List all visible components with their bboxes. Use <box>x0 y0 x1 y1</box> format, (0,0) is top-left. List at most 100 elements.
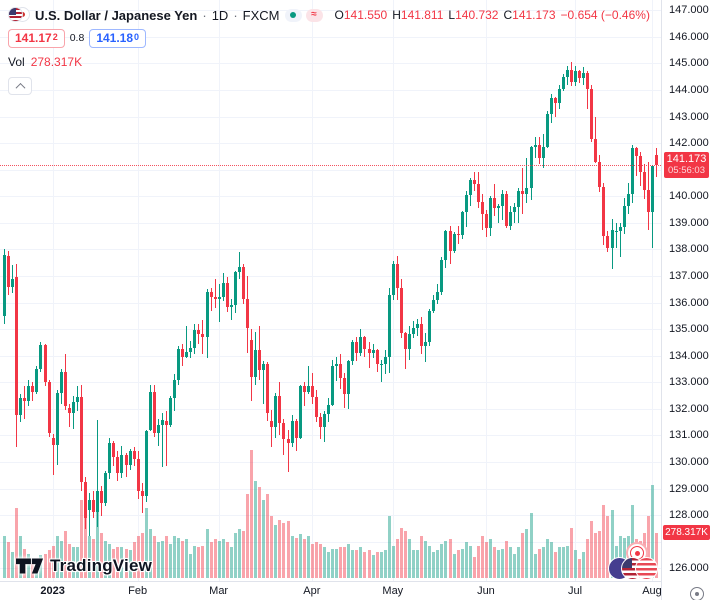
candle-wick <box>263 361 265 404</box>
candle-body <box>642 172 646 190</box>
volume-bar <box>128 550 132 578</box>
candle-body <box>84 481 87 518</box>
time-tick-label: Feb <box>128 585 148 597</box>
delayed-data-icon[interactable]: ≈ <box>305 8 323 22</box>
separator: · <box>202 7 207 23</box>
candle-body <box>565 70 569 77</box>
horizontal-gridline <box>0 355 661 357</box>
vertical-gridline <box>652 0 653 581</box>
tradingview-logo-icon <box>16 558 44 574</box>
sell-bid-button[interactable]: 141.17 2 <box>8 28 65 48</box>
axis-settings-icon[interactable] <box>690 587 704 600</box>
market-open-status-icon[interactable] <box>284 8 302 22</box>
tradingview-logo[interactable]: TradingView <box>16 556 152 576</box>
bid-pip: 2 <box>52 31 58 42</box>
candle-body <box>464 194 468 213</box>
candle-body <box>590 88 594 140</box>
time-axis[interactable]: 2023 Feb Mar Apr May Jun Jul Aug <box>0 581 662 600</box>
candle-body <box>185 351 189 358</box>
candle-body <box>193 330 197 348</box>
volume-bar <box>197 547 201 578</box>
candle-body <box>233 272 237 306</box>
volume-bar <box>108 543 112 578</box>
candle-body <box>318 416 322 428</box>
candle-body <box>574 71 578 83</box>
candle-body <box>266 363 270 413</box>
candle-body <box>432 299 436 311</box>
volume-bar <box>246 493 249 578</box>
volume-bar <box>274 524 278 578</box>
interval-label[interactable]: 1D <box>211 7 229 23</box>
candle-body <box>335 363 339 367</box>
candle-body <box>254 350 258 377</box>
price-tick-label: 142.000 <box>669 137 709 150</box>
horizontal-gridline <box>0 196 661 198</box>
candle-body <box>120 455 124 473</box>
open-value: 141.550 <box>343 8 388 22</box>
volume-bar <box>525 529 529 578</box>
candle-body <box>533 144 537 148</box>
ask-pip: 0 <box>134 31 140 42</box>
vertical-gridline <box>52 0 54 581</box>
candle-body <box>229 305 233 307</box>
volume-bar <box>574 550 578 578</box>
session-countdown: 05:56:03 <box>668 165 705 177</box>
green-dot-icon <box>290 12 296 18</box>
exchange-label[interactable]: FXCM <box>242 7 280 23</box>
candle-body <box>250 339 254 377</box>
volume-bar <box>15 508 19 578</box>
vertical-gridline <box>311 0 313 581</box>
volume-bar <box>339 547 343 578</box>
volume-bar <box>173 535 177 578</box>
close-value: 141.173 <box>512 8 556 22</box>
volume-bar <box>484 542 488 578</box>
candle-body <box>197 330 201 335</box>
volume-bar <box>359 547 363 578</box>
volume-axis-label: 278.317K <box>663 524 710 540</box>
volume-bar <box>375 552 379 578</box>
candle-body <box>298 386 302 439</box>
country-flag-badges[interactable] <box>608 557 660 582</box>
candle-body <box>570 70 573 83</box>
candle-body <box>67 407 71 413</box>
volume-bar <box>55 535 59 578</box>
price-tick-label: 129.000 <box>669 482 709 495</box>
candle-body <box>549 98 553 114</box>
horizontal-gridline <box>0 382 661 384</box>
candle-body <box>27 386 31 401</box>
volume-bar <box>472 556 476 578</box>
volume-bar <box>165 535 168 578</box>
symbol-title[interactable]: U.S. Dollar / Japanese Yen <box>35 7 198 23</box>
candle-body <box>614 230 618 232</box>
price-axis[interactable]: 141.173 05:56:03 278.317K 147.000 146.000… <box>661 0 710 600</box>
candle-body <box>331 366 335 405</box>
price-tick-label: 139.000 <box>669 216 709 229</box>
volume-bar <box>63 531 67 578</box>
volume-legend-row: Vol 278.317K <box>8 52 655 72</box>
candle-body <box>116 456 120 473</box>
chevron-up-icon <box>15 82 25 93</box>
candle-body <box>201 334 205 338</box>
price-tick-label: 130.000 <box>669 455 709 468</box>
volume-bar <box>387 516 391 578</box>
tradingview-logo-text: TradingView <box>50 556 153 575</box>
candle-body <box>75 396 79 403</box>
plot-area[interactable] <box>0 0 661 581</box>
volume-bar <box>517 547 521 578</box>
volume-bar <box>258 487 262 578</box>
volume-bar <box>371 555 375 578</box>
horizontal-gridline <box>0 329 661 331</box>
candle-body <box>128 451 132 465</box>
candle-wick <box>554 96 556 117</box>
volume-bar <box>432 552 436 578</box>
collapse-legend-button[interactable] <box>8 77 32 95</box>
volume-bar <box>391 545 395 578</box>
candle-wick <box>141 483 143 513</box>
buy-ask-button[interactable]: 141.18 0 <box>89 28 147 48</box>
volume-bar <box>148 529 152 578</box>
candle-body <box>343 378 347 395</box>
candle-wick <box>210 287 212 311</box>
candle-body <box>11 278 15 287</box>
volume-bar <box>132 542 136 578</box>
